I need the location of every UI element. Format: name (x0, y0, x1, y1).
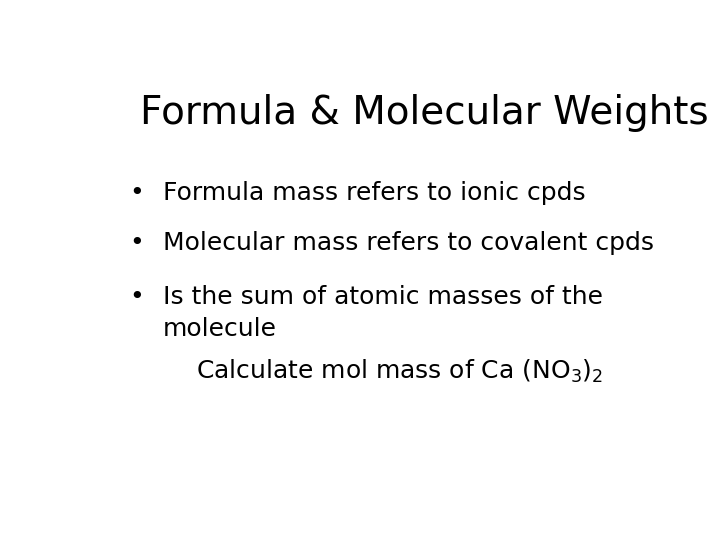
Text: Formula & Molecular Weights: Formula & Molecular Weights (140, 94, 709, 132)
Text: Formula mass refers to ionic cpds: Formula mass refers to ionic cpds (163, 181, 585, 205)
Text: Calculate mol mass of Ca (NO$_3$)$_2$: Calculate mol mass of Ca (NO$_3$)$_2$ (196, 358, 603, 385)
Text: •: • (129, 285, 144, 309)
Text: Is the sum of atomic masses of the
molecule: Is the sum of atomic masses of the molec… (163, 285, 603, 341)
Text: Molecular mass refers to covalent cpds: Molecular mass refers to covalent cpds (163, 231, 654, 255)
Text: •: • (129, 181, 144, 205)
Text: •: • (129, 231, 144, 255)
